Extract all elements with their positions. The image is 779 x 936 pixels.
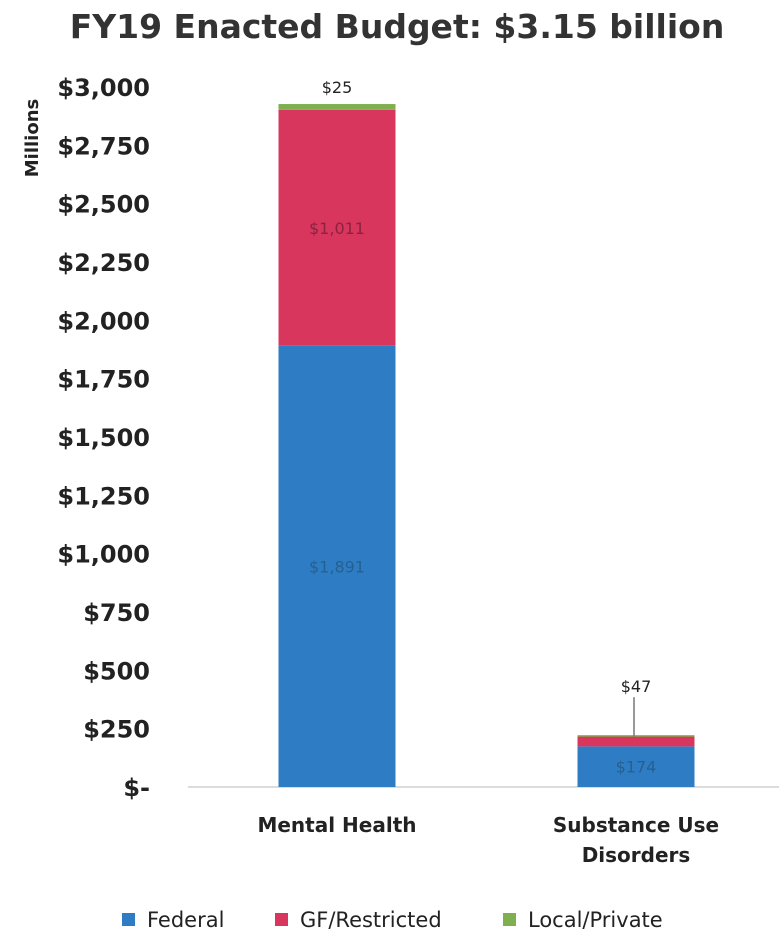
bar-federal-1 [577, 746, 695, 787]
y-tick-label: $2,500 [57, 191, 150, 219]
data-label-gf-restricted: $1,011 [309, 219, 365, 238]
legend-label: Federal [147, 908, 224, 932]
y-tick-label: $1,750 [57, 366, 150, 394]
bar-gf-restricted-0 [278, 109, 396, 346]
bar-local-private-1 [577, 735, 695, 737]
data-label-federal: $1,891 [309, 557, 365, 576]
legend-swatch-federal [122, 913, 135, 926]
bar-local-private-0 [278, 104, 396, 110]
category-label: Substance Use [553, 813, 719, 837]
y-tick-label: $- [123, 774, 150, 802]
y-axis-label: Millions [22, 99, 43, 178]
category-label: Disorders [582, 843, 691, 867]
legend-label: Local/Private [528, 908, 663, 932]
y-tick-label: $2,250 [57, 249, 150, 277]
y-tick-label: $500 [83, 657, 150, 685]
y-tick-label: $750 [83, 599, 150, 627]
chart-title: FY19 Enacted Budget: $3.15 billion [70, 7, 725, 46]
data-label-local-private: $25 [322, 78, 353, 97]
data-label-federal: $174 [616, 758, 657, 777]
bar-gf-restricted-1 [577, 735, 695, 747]
data-label-gf-restricted: $47 [621, 677, 652, 696]
category-labels: Mental Health Substance Use Disorders [257, 813, 719, 867]
y-tick-label: $1,250 [57, 482, 150, 510]
y-tick-label: $1,000 [57, 541, 150, 569]
legend-swatch-local-private [503, 913, 516, 926]
y-axis-ticks: $- $250 $500 $750 $1,000 $1,250 $1,500 $1,750 $2… [57, 74, 150, 802]
y-tick-label: $3,000 [57, 74, 150, 102]
category-label: Mental Health [257, 813, 416, 837]
legend-label: GF/Restricted [300, 908, 442, 932]
legend-swatch-gf-restricted [275, 913, 288, 926]
y-tick-label: $2,000 [57, 307, 150, 335]
legend: Federal GF/Restricted Local/Private [122, 908, 663, 932]
y-tick-label: $250 [83, 716, 150, 744]
bars: $1,891 $1,011 $25 $174 $47 [278, 78, 695, 787]
bar-federal-0 [278, 345, 396, 787]
y-tick-label: $1,500 [57, 424, 150, 452]
y-tick-label: $2,750 [57, 132, 150, 160]
